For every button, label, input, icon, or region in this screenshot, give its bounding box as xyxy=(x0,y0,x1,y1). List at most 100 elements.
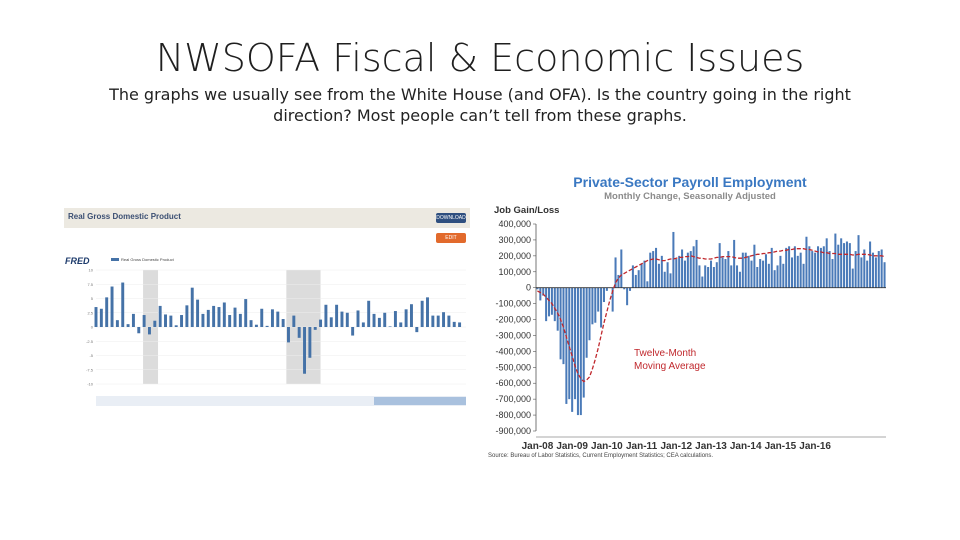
payroll-x-tick-label: Jan-12 xyxy=(660,441,692,452)
payroll-bar xyxy=(672,231,675,288)
payroll-bar xyxy=(724,259,727,288)
payroll-y-tick-label: -100,000 xyxy=(495,299,531,309)
payroll-y-tick-label: 300,000 xyxy=(498,235,531,245)
payroll-bar xyxy=(805,236,808,288)
payroll-bar xyxy=(874,257,877,288)
fred-bar xyxy=(361,322,365,327)
payroll-bar xyxy=(880,249,883,288)
payroll-bar xyxy=(686,252,689,288)
fred-gdp-chart-panel: Real Gross Domestic Product DOWNLOAD EDI… xyxy=(64,208,470,420)
payroll-bar xyxy=(744,252,747,288)
payroll-bar xyxy=(576,287,579,416)
payroll-bar xyxy=(866,260,869,288)
payroll-x-tick-label: Jan-09 xyxy=(556,441,588,452)
fred-bar xyxy=(196,299,200,327)
payroll-bar xyxy=(588,287,591,341)
fred-bar xyxy=(399,322,403,327)
payroll-bar xyxy=(582,287,585,398)
fred-bar xyxy=(217,307,221,327)
fred-chart-title: Real Gross Domestic Product xyxy=(68,212,181,221)
payroll-y-tick-label: -200,000 xyxy=(495,315,531,325)
payroll-y-tick-label: -600,000 xyxy=(495,378,531,388)
payroll-y-tick-label: -900,000 xyxy=(495,426,531,436)
payroll-bar xyxy=(831,259,834,288)
payroll-bar xyxy=(548,287,551,317)
payroll-bar xyxy=(808,246,811,288)
fred-bar xyxy=(222,302,226,327)
payroll-bar xyxy=(550,287,553,315)
fred-bar xyxy=(212,305,216,327)
payroll-bar xyxy=(718,243,721,288)
fred-y-tick-label: -7.5 xyxy=(86,367,94,372)
payroll-y-tick-label: 0 xyxy=(526,283,531,293)
fred-bar xyxy=(303,327,306,374)
payroll-bar xyxy=(565,287,568,404)
payroll-bar xyxy=(712,266,715,288)
payroll-x-tick-label: Jan-13 xyxy=(695,441,727,452)
payroll-bar xyxy=(802,263,805,288)
fred-bar xyxy=(126,324,130,327)
fred-bar xyxy=(153,320,157,327)
payroll-bar xyxy=(790,257,794,288)
payroll-bar xyxy=(689,251,692,288)
fred-bar xyxy=(270,309,274,327)
payroll-bar xyxy=(817,246,820,288)
payroll-bar xyxy=(614,257,617,288)
payroll-bar xyxy=(863,249,866,288)
moving-average-annotation: Moving Average xyxy=(634,361,706,372)
fred-range-slider xyxy=(96,396,466,406)
fred-bar xyxy=(185,305,189,327)
payroll-bar xyxy=(640,263,643,288)
fred-bar xyxy=(367,300,371,327)
fred-bar xyxy=(287,327,290,343)
payroll-bar xyxy=(675,259,678,288)
payroll-bar xyxy=(666,262,669,288)
payroll-x-tick-label: Jan-11 xyxy=(626,441,658,452)
payroll-bar xyxy=(597,287,600,312)
download-button[interactable]: DOWNLOAD xyxy=(436,213,466,223)
payroll-bar xyxy=(793,246,796,288)
fred-bar xyxy=(431,315,435,327)
fred-bar xyxy=(276,311,280,327)
fred-bar xyxy=(372,313,376,327)
edit-graph-button[interactable]: EDIT GRAPH xyxy=(436,233,466,251)
payroll-bar xyxy=(828,251,831,288)
payroll-bar xyxy=(545,287,548,322)
fred-bar xyxy=(201,313,205,327)
payroll-bar xyxy=(663,271,666,288)
fred-bar xyxy=(206,309,210,327)
payroll-bar xyxy=(707,266,710,288)
payroll-y-tick-label: 400,000 xyxy=(498,219,531,229)
fred-bar xyxy=(137,327,141,334)
payroll-bar xyxy=(600,287,603,328)
fred-bar xyxy=(452,321,456,327)
payroll-bar xyxy=(822,246,825,288)
payroll-bar xyxy=(851,268,854,288)
payroll-bar xyxy=(854,251,857,288)
payroll-bar xyxy=(643,260,646,288)
fred-bar xyxy=(228,315,232,327)
payroll-bar xyxy=(845,241,848,288)
fred-bar xyxy=(254,324,258,327)
fred-bar xyxy=(335,304,339,327)
fred-bar xyxy=(409,304,413,327)
payroll-bar xyxy=(634,274,637,288)
payroll-bar xyxy=(649,252,652,288)
payroll-bar xyxy=(617,274,620,288)
moving-average-line xyxy=(537,248,885,383)
payroll-source-note: Source: Bureau of Labor Statistics, Curr… xyxy=(488,453,714,459)
fred-bar xyxy=(180,315,184,327)
payroll-bar xyxy=(750,260,753,288)
payroll-chart-title: Private-Sector Payroll Employment xyxy=(573,174,807,190)
fred-bar xyxy=(393,311,397,327)
payroll-bar xyxy=(811,251,814,288)
payroll-bar xyxy=(756,266,759,288)
payroll-bar xyxy=(631,265,634,288)
fred-logo: FRED xyxy=(65,256,90,266)
fred-y-tick-label: -2.5 xyxy=(86,339,94,344)
fred-bar xyxy=(319,319,323,327)
fred-bar xyxy=(147,327,151,335)
payroll-bar xyxy=(655,247,658,288)
payroll-bar xyxy=(785,247,788,288)
fred-bar xyxy=(324,304,328,327)
